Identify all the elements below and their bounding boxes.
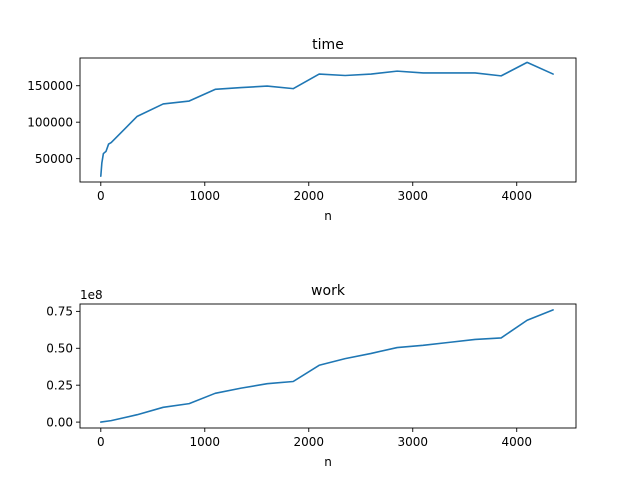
x-axis-label: n [324,455,332,469]
work-x-tick-label: 2000 [293,435,324,449]
time-x-tick-label: 2000 [293,189,324,203]
work-x-tick-label: 1000 [190,435,221,449]
time-y-tick-label: 50000 [35,152,73,166]
time-axes-frame [79,57,577,183]
y-axis-offset-label: 1e8 [80,288,103,302]
chart-title: work [311,283,346,299]
work-axes-frame [79,303,577,429]
work-x-tick-label: 3000 [397,435,428,449]
time-subplot: 0 1000 2000 3000 4000 50000 100000 150000 time n [27,37,577,223]
work-subplot: 0 1000 2000 3000 4000 0.00 0.25 0.50 0.75 work n 1e… [46,283,577,469]
work-y-tick-label: 0.50 [46,342,73,356]
work-y-tick-label: 0.25 [46,378,73,392]
time-y-tick-label: 150000 [27,79,73,93]
time-x-tick-label: 4000 [501,189,532,203]
work-x-tick-label: 0 [97,435,105,449]
time-x-tick-label: 1000 [190,189,221,203]
chart-title: time [312,37,344,53]
time-x-tick-label: 3000 [397,189,428,203]
work-y-tick-label: 0.00 [46,415,73,429]
time-x-tick-label: 0 [97,189,105,203]
work-y-tick-label: 0.75 [46,305,73,319]
time-series-line [100,61,554,177]
work-series-line [100,309,554,423]
work-x-tick-label: 4000 [501,435,532,449]
time-y-tick-label: 100000 [27,115,73,129]
x-axis-label: n [324,209,332,223]
